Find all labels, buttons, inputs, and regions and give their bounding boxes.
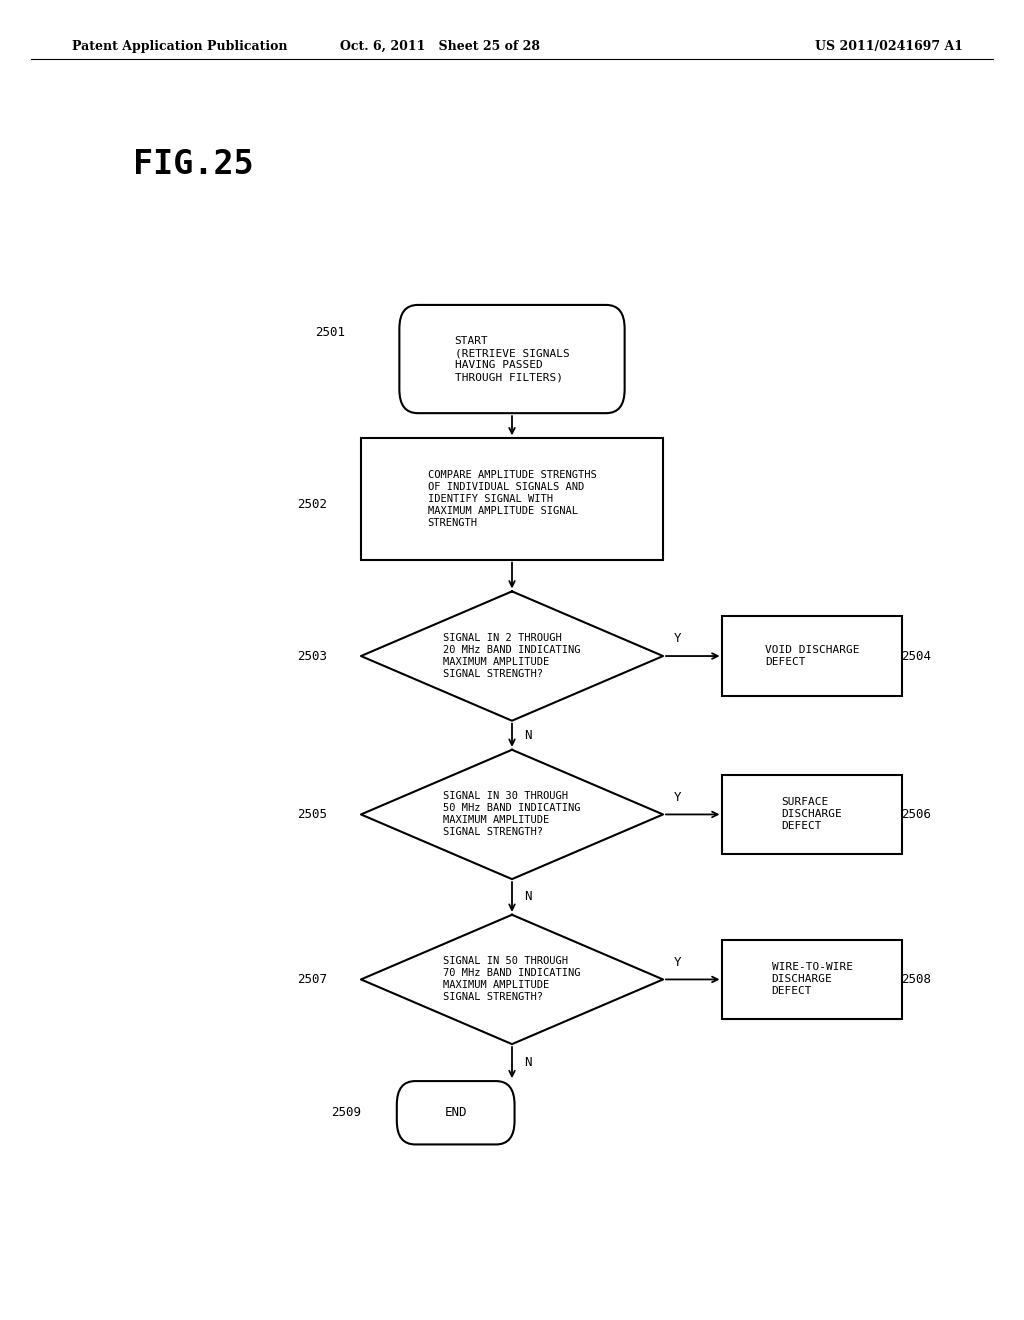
Text: 2509: 2509 bbox=[331, 1106, 361, 1119]
Text: N: N bbox=[524, 729, 531, 742]
Text: 2508: 2508 bbox=[901, 973, 932, 986]
Text: 2502: 2502 bbox=[297, 498, 328, 511]
FancyBboxPatch shape bbox=[397, 1081, 515, 1144]
Text: Patent Application Publication: Patent Application Publication bbox=[72, 40, 287, 53]
Text: WIRE-TO-WIRE
DISCHARGE
DEFECT: WIRE-TO-WIRE DISCHARGE DEFECT bbox=[771, 962, 853, 997]
Text: VOID DISCHARGE
DEFECT: VOID DISCHARGE DEFECT bbox=[765, 645, 859, 667]
Text: FIG.25: FIG.25 bbox=[133, 149, 254, 181]
Text: Y: Y bbox=[674, 791, 681, 804]
Text: END: END bbox=[444, 1106, 467, 1119]
Text: Y: Y bbox=[674, 632, 681, 645]
Text: Oct. 6, 2011   Sheet 25 of 28: Oct. 6, 2011 Sheet 25 of 28 bbox=[340, 40, 541, 53]
Bar bbox=[723, 940, 902, 1019]
Text: SIGNAL IN 2 THROUGH
20 MHz BAND INDICATING
MAXIMUM AMPLITUDE
SIGNAL STRENGTH?: SIGNAL IN 2 THROUGH 20 MHz BAND INDICATI… bbox=[443, 634, 581, 678]
Text: 2507: 2507 bbox=[297, 973, 328, 986]
Text: 2504: 2504 bbox=[901, 649, 932, 663]
Text: N: N bbox=[524, 891, 531, 903]
Text: Y: Y bbox=[674, 956, 681, 969]
Text: 2506: 2506 bbox=[901, 808, 932, 821]
Text: SIGNAL IN 30 THROUGH
50 MHz BAND INDICATING
MAXIMUM AMPLITUDE
SIGNAL STRENGTH?: SIGNAL IN 30 THROUGH 50 MHz BAND INDICAT… bbox=[443, 792, 581, 837]
Text: 2501: 2501 bbox=[314, 326, 345, 339]
Text: 2505: 2505 bbox=[297, 808, 328, 821]
Text: 2503: 2503 bbox=[297, 649, 328, 663]
Polygon shape bbox=[361, 591, 664, 721]
Polygon shape bbox=[361, 915, 664, 1044]
Bar bbox=[361, 438, 664, 560]
Text: SIGNAL IN 50 THROUGH
70 MHz BAND INDICATING
MAXIMUM AMPLITUDE
SIGNAL STRENGTH?: SIGNAL IN 50 THROUGH 70 MHz BAND INDICAT… bbox=[443, 957, 581, 1002]
Text: US 2011/0241697 A1: US 2011/0241697 A1 bbox=[814, 40, 963, 53]
Text: START
(RETRIEVE SIGNALS
HAVING PASSED
THROUGH FILTERS): START (RETRIEVE SIGNALS HAVING PASSED TH… bbox=[455, 337, 569, 381]
Text: SURFACE
DISCHARGE
DEFECT: SURFACE DISCHARGE DEFECT bbox=[781, 797, 843, 832]
FancyBboxPatch shape bbox=[399, 305, 625, 413]
Text: N: N bbox=[524, 1056, 531, 1069]
Bar bbox=[723, 616, 902, 696]
Bar bbox=[723, 775, 902, 854]
Polygon shape bbox=[361, 750, 664, 879]
Text: COMPARE AMPLITUDE STRENGTHS
OF INDIVIDUAL SIGNALS AND
IDENTIFY SIGNAL WITH
MAXIM: COMPARE AMPLITUDE STRENGTHS OF INDIVIDUA… bbox=[428, 470, 596, 528]
